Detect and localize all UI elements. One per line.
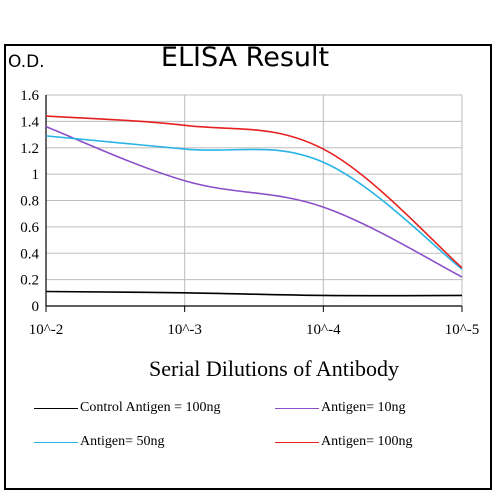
y-axis-label: O.D. [8, 52, 45, 72]
x-tick-label: 10^-2 [29, 322, 64, 338]
chart-title: ELISA Result [160, 42, 330, 73]
series-line-50ng [45, 135, 463, 270]
chart-frame [4, 44, 492, 490]
y-tick-label: 0.8 [20, 194, 39, 210]
legend-label-10ng: Antigen= 10ng [321, 400, 406, 415]
legend-swatch-50ng [34, 441, 78, 443]
x-axis-label: Serial Dilutions of Antibody [149, 356, 399, 381]
series-line-10ng [45, 125, 463, 278]
y-tick-label: 0.2 [20, 273, 39, 289]
legend-label-100ng: Antigen= 100ng [321, 434, 413, 449]
y-tick-label: 1.6 [20, 88, 39, 104]
y-tick-label: 1.4 [20, 114, 39, 130]
legend-label-50ng: Antigen= 50ng [80, 434, 165, 449]
series-line-control [45, 290, 463, 297]
legend-label-control: Control Antigen = 100ng [80, 400, 221, 415]
y-tick-label: 0 [32, 299, 40, 315]
legend-swatch-100ng [275, 441, 319, 443]
legend-item-100ng: Antigen= 100ng [275, 433, 413, 451]
y-tick-label: 1.2 [20, 141, 39, 157]
legend-item-10ng: Antigen= 10ng [275, 399, 406, 417]
x-tick-label: 10^-5 [445, 322, 480, 338]
y-tick-label: 0.6 [20, 220, 39, 236]
legend-swatch-control [34, 407, 78, 409]
legend-item-control: Control Antigen = 100ng [34, 399, 221, 417]
series-line-100ng [45, 115, 463, 269]
x-tick-label: 10^-3 [167, 322, 202, 338]
y-tick-label: 1 [32, 167, 40, 183]
y-tick-label: 0.4 [20, 246, 39, 262]
legend-swatch-10ng [275, 407, 319, 409]
legend-item-50ng: Antigen= 50ng [34, 433, 165, 451]
x-tick-label: 10^-4 [306, 322, 341, 338]
